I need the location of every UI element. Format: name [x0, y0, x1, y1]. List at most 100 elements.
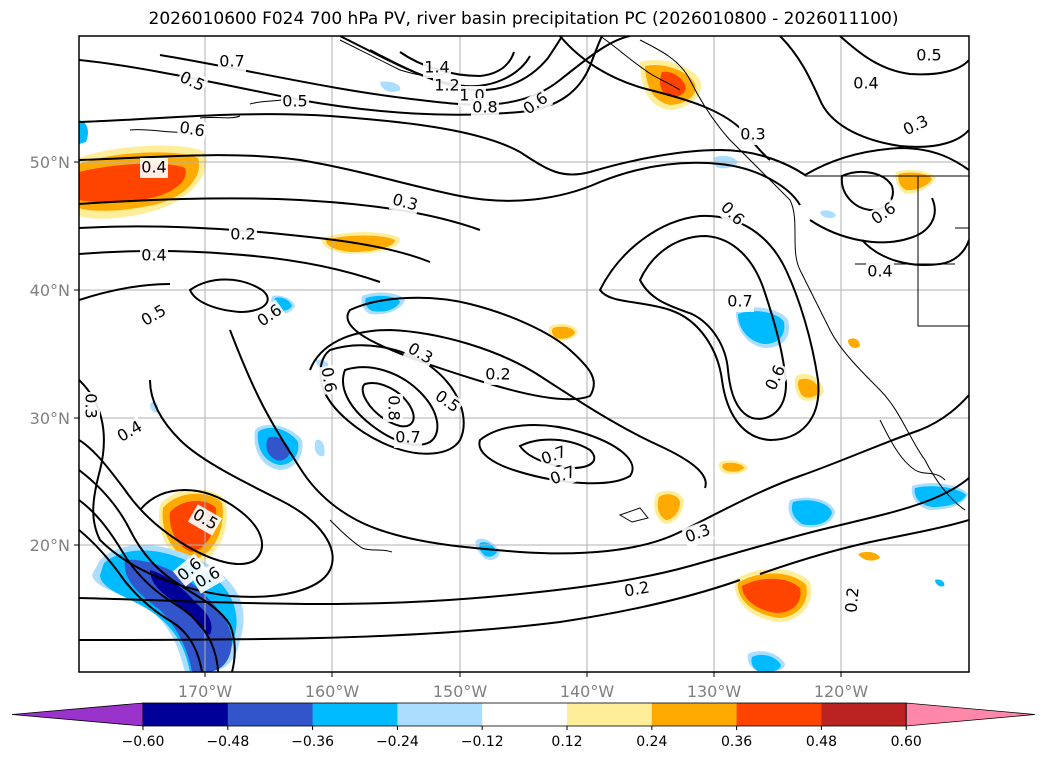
contour-label-bg [471, 98, 499, 118]
contour-label-bg [423, 58, 451, 78]
contour-label: 0.2 [484, 365, 512, 385]
contour-label-bg [621, 577, 653, 603]
contour-label-text: 0.3 [740, 125, 765, 144]
contour-label-text: 0.2 [485, 365, 510, 384]
contour-label-bg [140, 246, 168, 266]
contour-label: 0.8 [383, 394, 404, 422]
longitude-label: 130°W [687, 682, 742, 701]
contour-label-bg [394, 428, 422, 448]
contour-label-text: 0.7 [219, 52, 244, 71]
longitude-labels: 170°W 160°W 150°W 140°W 130°W 120°W [178, 672, 869, 701]
map-plot-area [79, 36, 969, 672]
contour-label: 0.7 [726, 292, 754, 312]
contour-label-bg [915, 46, 943, 66]
contour-label-text: 0.3 [82, 393, 101, 418]
contour-label-bg [484, 365, 512, 385]
latitude-label: 20°N [30, 536, 70, 555]
contour-label-bg [281, 92, 309, 112]
contour-label: 0.7 [394, 428, 422, 448]
colorbar-segment [821, 703, 907, 726]
contour-label-bg [176, 117, 208, 143]
colorbar-segment [482, 703, 568, 726]
contour-label: 0.6 [315, 364, 341, 396]
contour-label-text: 0.8 [385, 395, 404, 420]
contour-label-bg [518, 87, 554, 121]
longitude-label: 140°W [560, 682, 615, 701]
contour-label-text: 0.7 [727, 292, 752, 311]
contour-label-bg [218, 52, 246, 72]
contour-label-bg [433, 76, 461, 96]
contour-label: 0.5 [915, 46, 943, 66]
contour-label: 0.5 [175, 67, 209, 97]
contour-label-bg [172, 553, 208, 587]
contour-label: 0.4 [866, 262, 894, 282]
colorbar-tick-label: 0.48 [806, 734, 837, 750]
pv-contours [79, 36, 969, 672]
colorbar-tick-label: −0.24 [376, 734, 419, 750]
colorbar-extend-low [11, 702, 144, 727]
latitude-label: 30°N [30, 409, 70, 428]
contour-label-bg [315, 364, 341, 396]
contour-label-bg [402, 338, 438, 370]
contour-label-text: 0.2 [841, 586, 862, 613]
contour-label: 0.7 [537, 441, 571, 471]
map-title: 2026010600 F024 700 hPa PV, river basin … [148, 9, 899, 29]
contour-label-bg [715, 197, 749, 231]
colorbar-tick-label: 0.60 [891, 734, 922, 750]
contour-label-bg [537, 441, 571, 471]
colorbar-segment [736, 703, 822, 726]
contour-label-text: 0.4 [867, 262, 892, 281]
longitude-label: 120°W [814, 682, 869, 701]
latitude-label: 40°N [30, 281, 70, 300]
colorbar-extend-high [905, 702, 1036, 727]
colorbar-segment [143, 703, 229, 726]
contour-label-text: 0.5 [282, 92, 307, 111]
contour-label-text: 0.4 [141, 246, 166, 265]
contour-label-text: 0.4 [853, 74, 878, 93]
contour-label-text: 0.6 [317, 366, 340, 394]
contour-label: 0.4 [140, 246, 168, 266]
colorbar-tick-label: −0.60 [122, 734, 165, 750]
contour-label-bg [190, 562, 226, 594]
contour-label-text: 0.8 [472, 98, 497, 117]
contour-label-text: 1.4 [424, 58, 449, 77]
contour-label-bg [866, 197, 902, 231]
colorbar: −0.60 −0.48 −0.36 −0.24 −0.12 0.12 0.24 0.36 0.4… [11, 702, 1036, 750]
contour-label-text: 0.2 [623, 577, 651, 600]
colorbar-segment [651, 703, 738, 726]
colorbar-outline [142, 702, 907, 727]
contour-label-bg [175, 67, 209, 97]
contour-label-bg [383, 394, 403, 422]
contour-label-bg [252, 299, 288, 333]
contour-label-text: 0.2 [230, 225, 255, 244]
contour-label-text: 0.4 [141, 158, 166, 177]
contour-label-bg [852, 74, 880, 94]
contour-label-bg [136, 300, 172, 332]
colorbar-tick-label: −0.36 [291, 734, 334, 750]
contour-label-bg [388, 189, 422, 217]
colorbar-tick-label: 0.12 [551, 734, 582, 750]
contour-label-bg [429, 385, 465, 419]
colorbar-tick-label: −0.48 [206, 734, 249, 750]
map-frame [78, 35, 970, 673]
contour-label-bg [187, 504, 223, 536]
contour-label: 0.3 [739, 125, 767, 145]
contour-label-bg [546, 461, 580, 491]
longitude-label: 170°W [178, 682, 233, 701]
colorbar-tick-label: −0.12 [461, 734, 504, 750]
map-background [79, 36, 969, 672]
contour-label-text: 0.5 [916, 46, 941, 65]
contour-label: 0.5 [281, 92, 309, 112]
contour-label: 0.4 [140, 158, 168, 178]
contour-label: 0.3 [80, 392, 101, 420]
contour-label-text: 0.6 [178, 117, 206, 140]
contour-label-bg [229, 225, 257, 245]
contour-label: 0.4 [852, 74, 880, 94]
contour-label: 0.7 [218, 52, 246, 72]
contour-label-bg [866, 262, 894, 282]
contour-label: 0.2 [621, 577, 653, 603]
contour-label: 1.4 [423, 58, 451, 78]
contour-label-bg [726, 292, 754, 312]
colorbar-segment [397, 703, 483, 726]
